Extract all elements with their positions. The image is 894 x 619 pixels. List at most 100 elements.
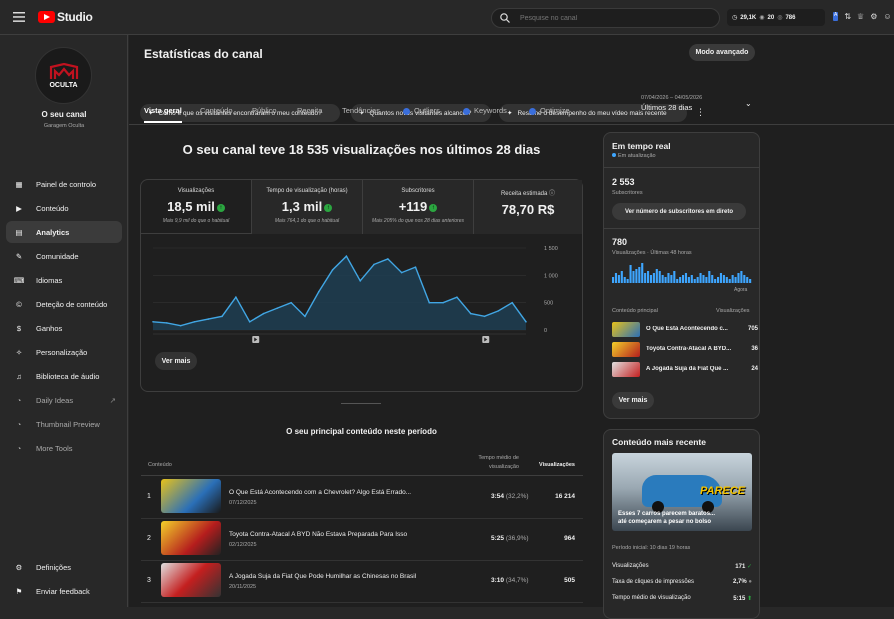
realtime-item[interactable]: A Jogada Suja da Fiat Que ... 24 bbox=[612, 362, 758, 378]
data-point bbox=[221, 315, 223, 318]
metric-revenue[interactable]: Receita estimada ⓘ 78,70 R$ bbox=[474, 180, 582, 234]
live-subs-button[interactable]: Ver número de subscritores em direto bbox=[612, 203, 746, 220]
section-divider bbox=[341, 403, 381, 404]
avatar[interactable]: OCULTA bbox=[35, 47, 92, 104]
data-point bbox=[483, 315, 486, 318]
tools-icon[interactable]: ⚙ bbox=[870, 12, 878, 21]
realtime-bar bbox=[725, 277, 728, 283]
tab-keywords[interactable]: Keywords bbox=[463, 106, 507, 115]
tab-trends[interactable]: Tendências bbox=[342, 106, 380, 115]
data-point bbox=[387, 258, 389, 260]
sort-icon[interactable]: ⇅ bbox=[844, 12, 852, 21]
sidebar-item-tools[interactable]: ◔ More Tools bbox=[6, 437, 122, 459]
sidebar-item-settings[interactable]: ⚙ Definições bbox=[6, 556, 122, 578]
realtime-bar bbox=[690, 275, 693, 283]
thumbnail-icon: ◔ bbox=[16, 419, 22, 429]
garage-logo-icon bbox=[49, 62, 78, 79]
data-point bbox=[262, 312, 265, 315]
translate-icon[interactable]: A bbox=[833, 12, 839, 21]
account-icon[interactable]: ☺ bbox=[883, 12, 892, 21]
video-title[interactable]: A Jogada Suja da Fiat Que Pode Humilhar … bbox=[229, 573, 417, 580]
realtime-bar bbox=[711, 275, 714, 283]
info-icon: ⓘ bbox=[549, 191, 556, 197]
video-thumbnail[interactable] bbox=[161, 563, 221, 597]
video-thumbnail[interactable] bbox=[161, 521, 221, 555]
sidebar-item-audio-library[interactable]: ♫ Biblioteca de áudio bbox=[6, 365, 122, 387]
menu-icon[interactable] bbox=[12, 11, 26, 23]
table-row[interactable]: 2 Toyota Contra-Atacal A BYD Não Estava P… bbox=[141, 519, 581, 559]
tools-icon: ◔ bbox=[16, 443, 22, 453]
realtime-bar bbox=[673, 271, 676, 283]
data-point bbox=[207, 318, 210, 320]
video-marker-icon[interactable] bbox=[252, 336, 260, 343]
realtime-bar bbox=[749, 279, 752, 283]
realtime-bar bbox=[717, 277, 720, 283]
sidebar-item-copyright[interactable]: © Deteção de conteúdo bbox=[6, 293, 122, 315]
realtime-bar bbox=[676, 279, 679, 283]
video-thumbnail bbox=[612, 342, 640, 357]
studio-logo[interactable]: Studio bbox=[38, 10, 93, 24]
more-options-icon[interactable]: ⋮ bbox=[696, 107, 705, 117]
tab-content[interactable]: Conteúdo bbox=[200, 106, 233, 115]
channel-stats-widget[interactable]: ◷ 29,1K ◉ 20 ◎ 786 bbox=[727, 9, 825, 26]
suggestion-chip-2[interactable]: ✦ Quantos novos visitantes alcancei? bbox=[351, 104, 491, 122]
metric-watch-time[interactable]: Tempo de visualização (horas) 1,3 mil ↑ M… bbox=[252, 180, 363, 234]
data-point bbox=[442, 301, 444, 304]
tab-outliers[interactable]: Outliers bbox=[403, 106, 440, 115]
sidebar-item-content[interactable]: ▶ Conteúdo bbox=[6, 197, 122, 219]
realtime-item[interactable]: O Que Está Acontecendo c... 705 bbox=[612, 322, 758, 338]
sidebar-item-thumbnail[interactable]: ◔ Thumbnail Preview bbox=[6, 413, 122, 435]
realtime-bar bbox=[635, 269, 638, 283]
data-point bbox=[317, 290, 320, 293]
trophy-icon[interactable]: ♕ bbox=[857, 12, 865, 21]
realtime-bar bbox=[658, 271, 661, 283]
date-range-selector[interactable]: 07/04/2026 – 04/05/2026 Últimos 28 dias … bbox=[641, 95, 752, 112]
suggestion-chip-1[interactable]: ✦ Como é que os visitantes encontraram o … bbox=[140, 104, 340, 122]
sidebar-item-community[interactable]: ✎ Comunidade bbox=[6, 245, 122, 267]
sidebar-item-analytics[interactable]: ▤ Analytics bbox=[6, 221, 122, 243]
sidebar-item-feedback[interactable]: ⚑ Enviar feedback bbox=[6, 580, 122, 602]
realtime-item[interactable]: Toyota Contra-Atacal A BYD... 36 bbox=[612, 342, 758, 358]
see-more-button[interactable]: Ver mais bbox=[155, 352, 197, 370]
video-marker-icon[interactable] bbox=[482, 336, 490, 343]
tab-revenue[interactable]: Receita bbox=[297, 106, 323, 115]
content-icon: ▶ bbox=[16, 203, 22, 213]
advanced-mode-button[interactable]: Modo avançado bbox=[689, 44, 755, 61]
metric-subscribers[interactable]: Subscritores +119 ↑ Mais 205% do que nos … bbox=[363, 180, 474, 234]
video-thumbnail[interactable] bbox=[161, 479, 221, 513]
realtime-see-more-button[interactable]: Ver mais bbox=[612, 392, 654, 409]
sidebar-item-ideas[interactable]: ◔ Daily Ideas ↗ bbox=[6, 389, 122, 411]
realtime-bar bbox=[614, 273, 618, 283]
video-title[interactable]: O Que Está Acontecendo com a Chevrolet? … bbox=[229, 489, 412, 496]
col-avg-time: Tempo médio de visualização bbox=[478, 455, 519, 470]
search-bar[interactable] bbox=[491, 8, 720, 28]
sidebar-item-earn[interactable]: $ Ganhos bbox=[6, 317, 122, 339]
realtime-bar-chart[interactable] bbox=[612, 263, 752, 283]
copyright-icon: © bbox=[16, 299, 22, 309]
neutral-icon: ● bbox=[748, 579, 752, 585]
search-input[interactable] bbox=[520, 14, 700, 22]
tab-audience[interactable]: Público bbox=[252, 106, 277, 115]
external-link-icon: ↗ bbox=[109, 395, 116, 405]
col-views: Visualizações bbox=[539, 462, 575, 468]
sidebar-item-customization[interactable]: ✧ Personalização bbox=[6, 341, 122, 363]
realtime-card: Em tempo real Em atualização 2 553 Subsc… bbox=[603, 132, 760, 419]
suggestion-chip-3[interactable]: ✦ Resume o desempenho do meu vídeo mais r… bbox=[499, 104, 687, 122]
sidebar-item-languages[interactable]: ⌨ Idiomas bbox=[13, 275, 63, 285]
y-tick-label: 0 bbox=[544, 328, 547, 334]
sidebar-item-dashboard[interactable]: ▦ Painel de controlo bbox=[6, 173, 122, 195]
tab-optimize[interactable]: Optimize bbox=[529, 106, 570, 115]
video-title[interactable]: Toyota Contra-Atacal A BYD Não Estava Pr… bbox=[229, 531, 408, 538]
latest-thumbnail[interactable]: PARECE Esses 7 carros parecem baratos...… bbox=[612, 453, 752, 531]
data-point bbox=[400, 271, 403, 274]
thumbnail-caption: Esses 7 carros parecem baratos... até co… bbox=[618, 511, 716, 525]
data-point bbox=[359, 280, 362, 282]
metric-views[interactable]: Visualizações 18,5 mil ↑ Mais 9,9 mil do … bbox=[141, 180, 252, 234]
data-point bbox=[193, 321, 196, 323]
realtime-bar bbox=[632, 271, 635, 283]
up-arrow-icon: ⬆ bbox=[746, 596, 752, 602]
tab-overview[interactable]: Vista geral bbox=[144, 106, 182, 115]
